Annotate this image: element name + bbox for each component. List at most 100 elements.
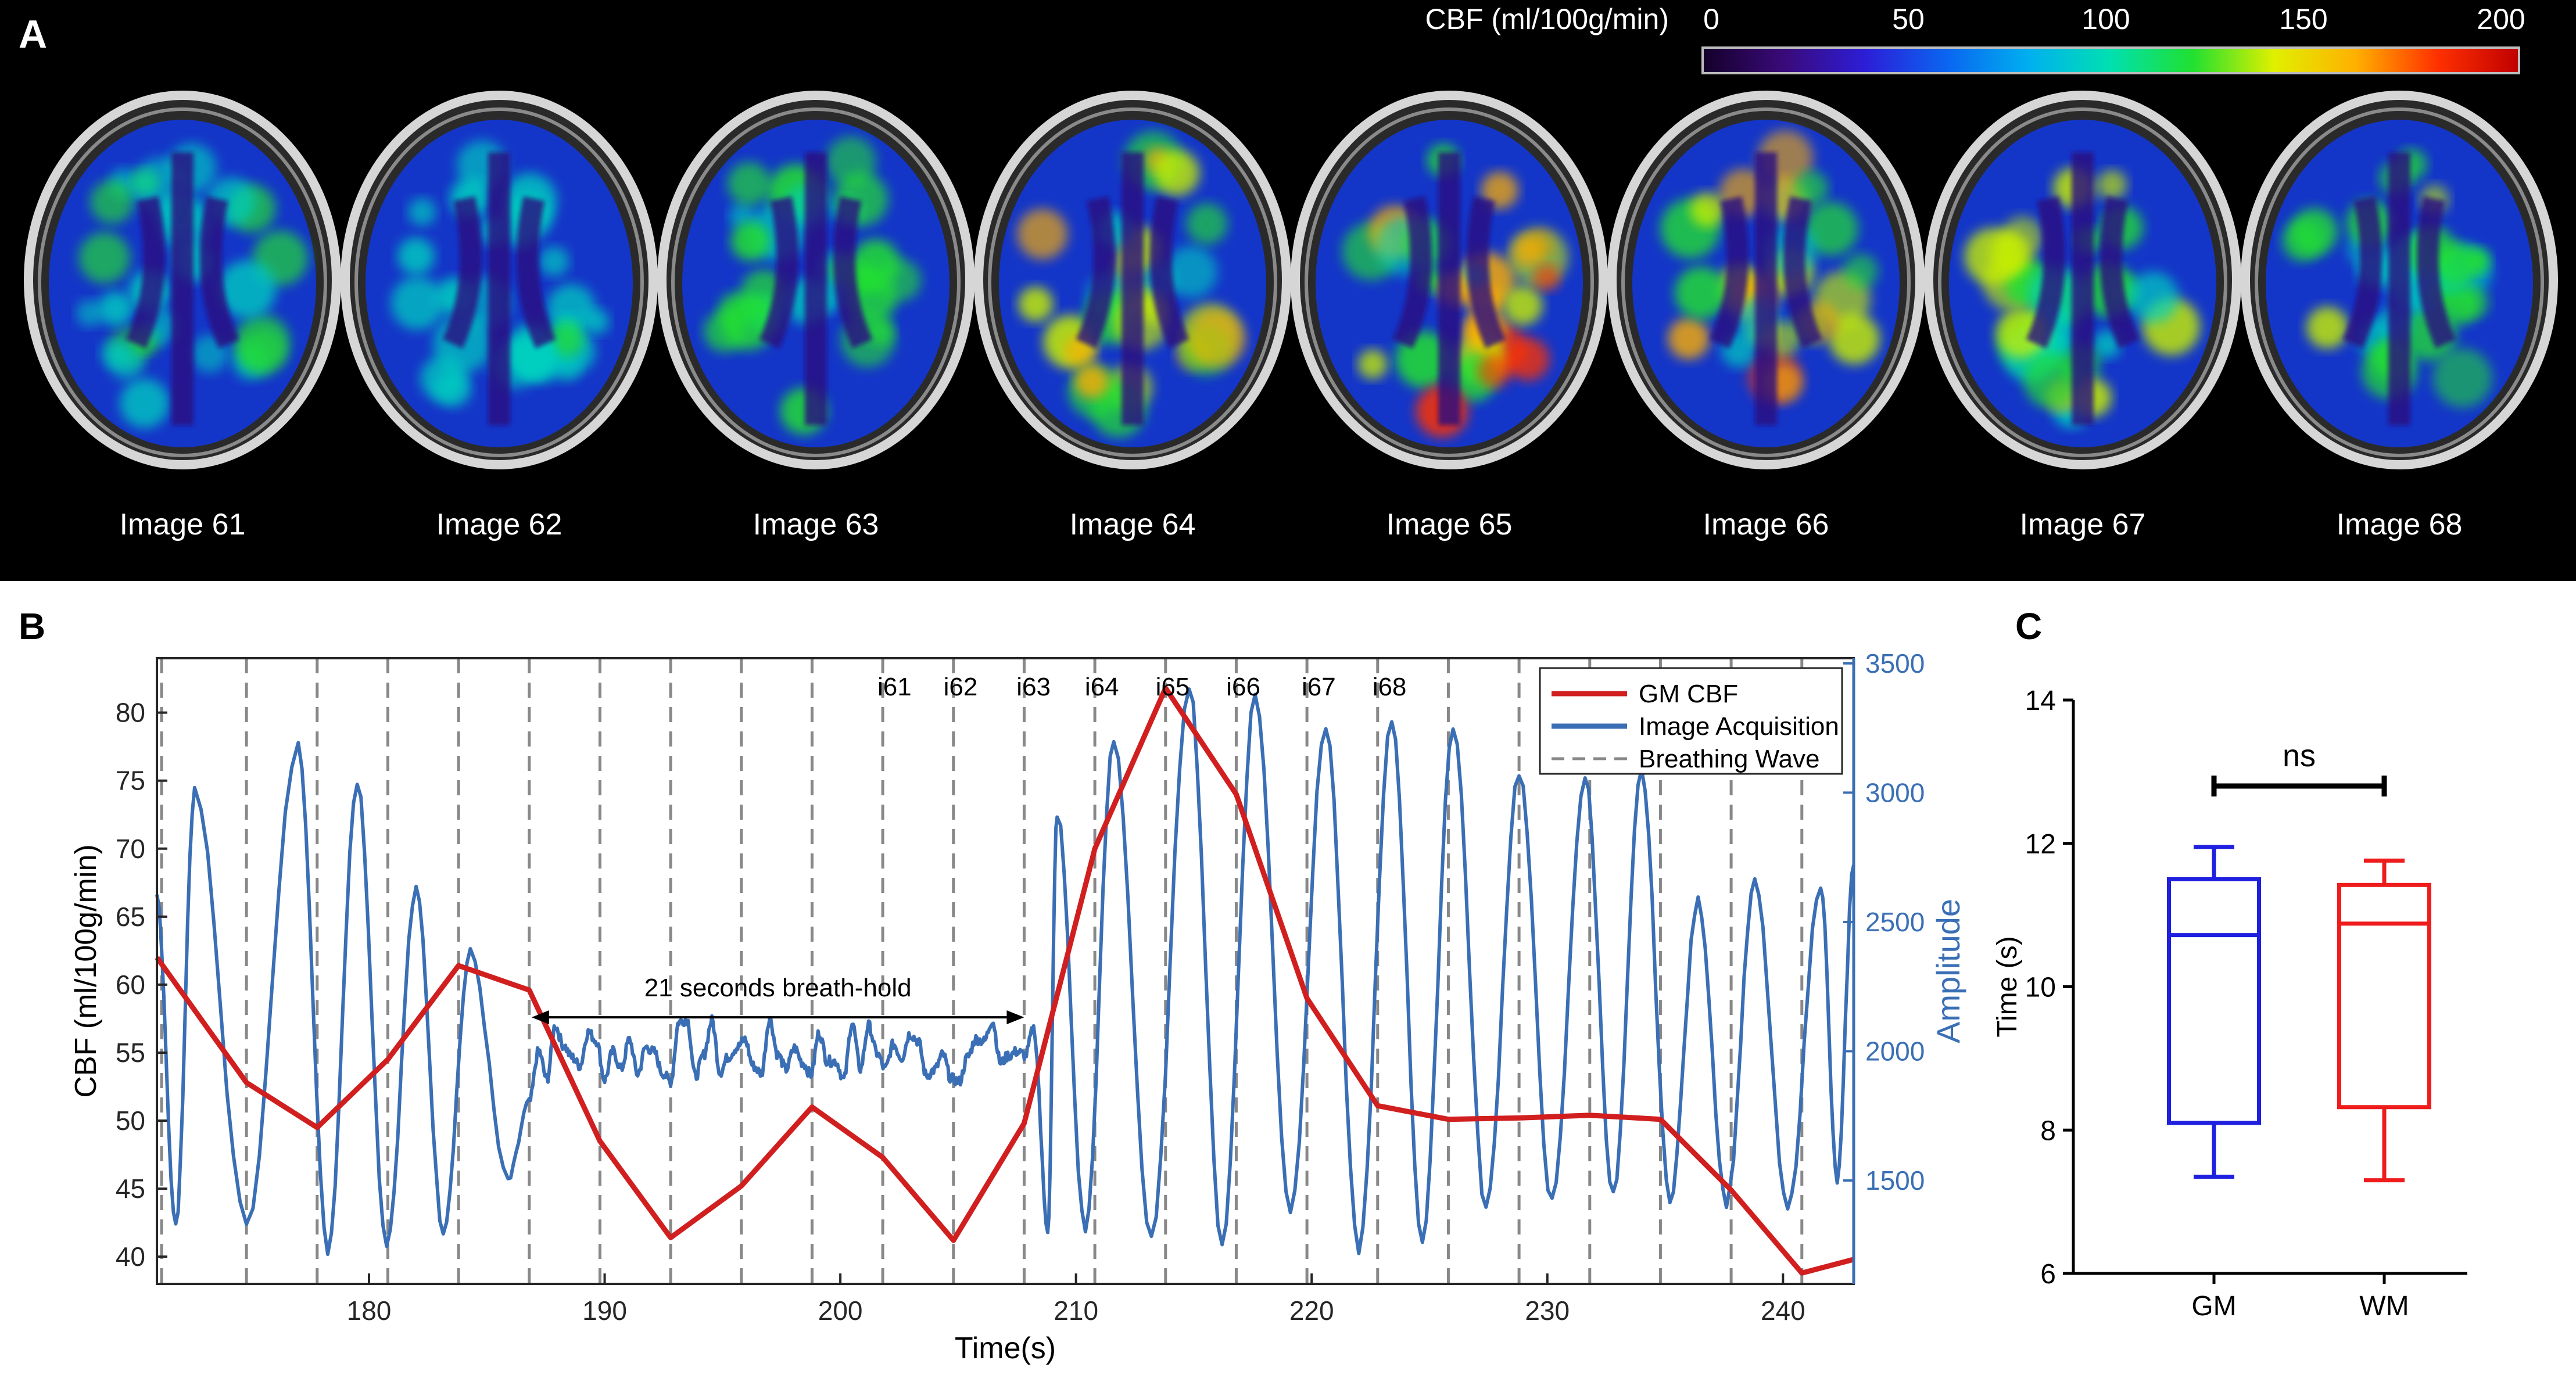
brain-image-label: Image 64 <box>1070 508 1196 541</box>
gm-cbf-point <box>1518 1117 1520 1119</box>
cbf-time-chart: B C 21 seconds breath-hold i61 i62 i63 i64 i… <box>19 605 2467 1365</box>
breathing-wave-series <box>155 687 1855 1256</box>
breath-hold-annotation: 21 seconds breath-hold <box>531 974 1024 1025</box>
perfusion-blob <box>98 291 133 326</box>
brain-image: Image 62 <box>341 91 658 541</box>
y2-tick-label: 2000 <box>1865 1036 1925 1066</box>
chart-panels: B C 21 seconds breath-hold i61 i62 i63 i64 i… <box>0 581 2576 1375</box>
panel-label-b: B <box>19 605 45 647</box>
gm-cbf-point <box>1589 1114 1590 1116</box>
y2-tick-label: 3000 <box>1865 777 1925 808</box>
legend-entry: GM CBF <box>1639 680 1738 708</box>
brain-image: Image 65 <box>1291 91 1608 541</box>
ventricles <box>1709 152 1823 425</box>
perfusion-blob <box>1843 253 1879 289</box>
c-y-tick-label: 8 <box>2040 1115 2056 1146</box>
perfusion-blob <box>549 321 585 357</box>
acquisition-label: i64 <box>1085 673 1119 701</box>
gm-cbf-point <box>316 1126 318 1128</box>
perfusion-blob <box>866 317 894 346</box>
box <box>2337 882 2431 1110</box>
perfusion-blob <box>1357 349 1388 379</box>
y-tick-label: 50 <box>116 1106 145 1136</box>
gm-cbf-point <box>599 1140 601 1142</box>
y-tick-label: 60 <box>116 970 145 1000</box>
gm-cbf-point <box>458 965 460 967</box>
gm-cbf-point <box>1448 1118 1449 1120</box>
acquisition-label: i67 <box>1302 673 1336 701</box>
breath-hold-label: 21 seconds breath-hold <box>644 974 912 1002</box>
brain-image: Image 66 <box>1607 91 1925 541</box>
scalp-ring <box>671 107 961 457</box>
acquisition-label: i63 <box>1016 673 1051 701</box>
perfusion-blob <box>1675 267 1728 320</box>
perfusion-blob <box>1534 264 1560 291</box>
perfusion-blob <box>1506 338 1550 381</box>
perfusion-blob <box>100 340 127 367</box>
panel-label-a: A <box>19 12 47 56</box>
perfusion-blob <box>1186 203 1228 245</box>
perfusion-blob <box>2441 285 2480 325</box>
panel-label-c: C <box>2015 605 2042 647</box>
perfusion-blob <box>1503 285 1543 325</box>
ventricles <box>126 152 239 425</box>
ventricles <box>2026 152 2140 425</box>
gm-cbf-point <box>246 1082 248 1083</box>
perfusion-blob <box>1074 364 1109 399</box>
brain-image: Image 61 <box>24 91 341 541</box>
y2-axis-label: Amplitude <box>1930 899 1966 1043</box>
gm-cbf-point <box>1023 1122 1025 1124</box>
colorbar-tick: 150 <box>2279 3 2327 35</box>
brain-image-label: Image 63 <box>753 508 879 541</box>
x-tick-label: 230 <box>1525 1296 1570 1326</box>
perfusion-blob <box>727 162 771 206</box>
brain-image-label: Image 66 <box>1703 508 1829 541</box>
colorbar-tick: 100 <box>2081 3 2130 35</box>
perfusion-blob <box>90 180 134 224</box>
y-tick-label: 75 <box>116 766 145 796</box>
scalp-ring <box>1305 107 1594 457</box>
perfusion-blob <box>2291 208 2338 256</box>
brain-image-label: Image 62 <box>436 508 563 541</box>
perfusion-blob <box>730 221 771 261</box>
gm-cbf-point <box>1235 794 1237 795</box>
significance-label: ns <box>2283 738 2316 773</box>
gm-cbf-point <box>1165 687 1166 689</box>
brain-image-strip: A CBF (ml/100g/min) 0 50 100 150 200 Ima… <box>19 3 2558 541</box>
perfusion-blob <box>76 299 103 327</box>
acquisition-label: i65 <box>1156 673 1190 701</box>
y-tick-label: 45 <box>116 1174 145 1204</box>
gm-cbf-point <box>1377 1105 1378 1107</box>
perfusion-blob <box>218 260 277 318</box>
perfusion-blob <box>1187 310 1246 369</box>
legend-entry: Breathing Wave <box>1639 745 1819 773</box>
perfusion-blob <box>1153 150 1200 196</box>
brain-image: Image 63 <box>657 91 974 541</box>
brain-image-label: Image 61 <box>120 508 246 541</box>
gm-cbf-series <box>155 686 1855 1276</box>
perfusion-blob <box>1511 236 1542 266</box>
y-axis-label: CBF (ml/100g/min) <box>69 844 103 1097</box>
perfusion-blob <box>547 284 596 333</box>
chart-axes: 180 190 200 210 220 230 240 40 45 50 55 60 65 70 75 80 1… <box>69 648 1966 1365</box>
colorbar-tick: 0 <box>1703 3 1719 35</box>
perfusion-blob <box>1829 313 1880 365</box>
legend-box <box>1539 667 1843 775</box>
acquisition-labels: i61 i62 i63 i64 i65 i66 i67 i68 <box>877 673 1406 701</box>
ventricles <box>1076 152 1190 425</box>
perfusion-blob <box>583 308 610 335</box>
gm-cbf-point <box>1731 1189 1732 1191</box>
x-tick-label: 220 <box>1289 1296 1334 1326</box>
perfusion-blob <box>434 370 471 407</box>
perfusion-blob <box>1478 355 1511 389</box>
y-tick-label: 65 <box>116 902 145 932</box>
colorbar-label: CBF (ml/100g/min) <box>1425 3 1669 35</box>
scalp-ring <box>988 107 1277 457</box>
brain-images: Image 61 Image 62 Image 63 Image 64 Image 65… <box>24 91 2558 541</box>
perfusion-blob <box>2001 216 2043 258</box>
acquisition-label: i66 <box>1226 673 1260 701</box>
gm-cbf-point <box>952 1240 954 1241</box>
brain-image-label: Image 65 <box>1386 508 1513 541</box>
brain-image-label: Image 68 <box>2337 508 2463 541</box>
perfusion-blob <box>2127 271 2179 323</box>
